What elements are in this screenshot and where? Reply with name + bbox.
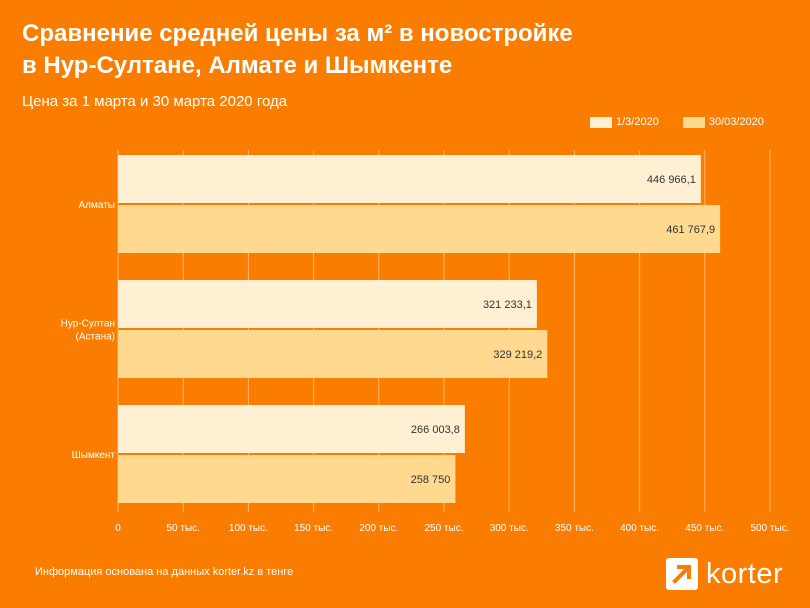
legend: 1/3/2020 30/03/2020 bbox=[590, 115, 764, 129]
chart-title-line-1: Сравнение средней цены за м² в новострой… bbox=[22, 20, 573, 47]
chart-title-line-2: в Нур-Султане, Алмате и Шымкенте bbox=[22, 52, 453, 79]
bar bbox=[118, 405, 465, 453]
bar bbox=[118, 205, 721, 253]
bar bbox=[118, 155, 701, 203]
x-tick-label: 500 тыс. bbox=[750, 523, 789, 534]
bar bbox=[118, 455, 456, 503]
x-tick-label: 400 тыс. bbox=[620, 523, 659, 534]
x-tick-label: 50 тыс. bbox=[166, 523, 199, 534]
bar bbox=[118, 280, 537, 328]
x-tick-label: 250 тыс. bbox=[424, 523, 463, 534]
legend-label-series-2: 30/03/2020 bbox=[708, 116, 764, 128]
y-category-label: Шымкент bbox=[72, 450, 116, 461]
y-category-label: Алматы bbox=[79, 200, 116, 211]
data-label: 258 750 bbox=[411, 474, 451, 486]
chart-title: Сравнение средней цены за м² в новострой… bbox=[22, 18, 782, 82]
x-tick-label: 450 тыс. bbox=[685, 523, 724, 534]
data-label: 461 767,9 bbox=[666, 224, 715, 236]
bar bbox=[118, 330, 548, 378]
logo-text: korter bbox=[706, 558, 784, 590]
legend-item-series-1: 1/3/2020 bbox=[590, 116, 659, 128]
footnote: Информация основана на данных korter.kz … bbox=[35, 566, 294, 578]
x-tick-label: 100 тыс. bbox=[229, 523, 268, 534]
korter-logo: korter bbox=[666, 558, 783, 590]
x-tick-label: 300 тыс. bbox=[490, 523, 529, 534]
data-label: 329 219,2 bbox=[493, 349, 542, 361]
x-tick-label: 350 тыс. bbox=[555, 523, 594, 534]
x-tick-label: 200 тыс. bbox=[359, 523, 398, 534]
x-tick-label: 0 bbox=[115, 523, 121, 534]
legend-item-series-2: 30/03/2020 bbox=[682, 116, 764, 128]
chart-subtitle: Цена за 1 марта и 30 марта 2020 года bbox=[22, 93, 288, 110]
y-category-label: (Астана) bbox=[76, 332, 115, 343]
legend-swatch-series-2 bbox=[682, 116, 705, 128]
data-label: 266 003,8 bbox=[411, 424, 460, 436]
x-tick-label: 150 тыс. bbox=[294, 523, 333, 534]
arrow-up-right-icon bbox=[666, 558, 698, 590]
data-label: 446 966,1 bbox=[647, 174, 696, 186]
data-label: 321 233,1 bbox=[483, 299, 532, 311]
legend-label-series-1: 1/3/2020 bbox=[616, 116, 659, 128]
legend-swatch-series-1 bbox=[590, 116, 612, 128]
y-category-label: Нур-Султан bbox=[61, 319, 115, 330]
